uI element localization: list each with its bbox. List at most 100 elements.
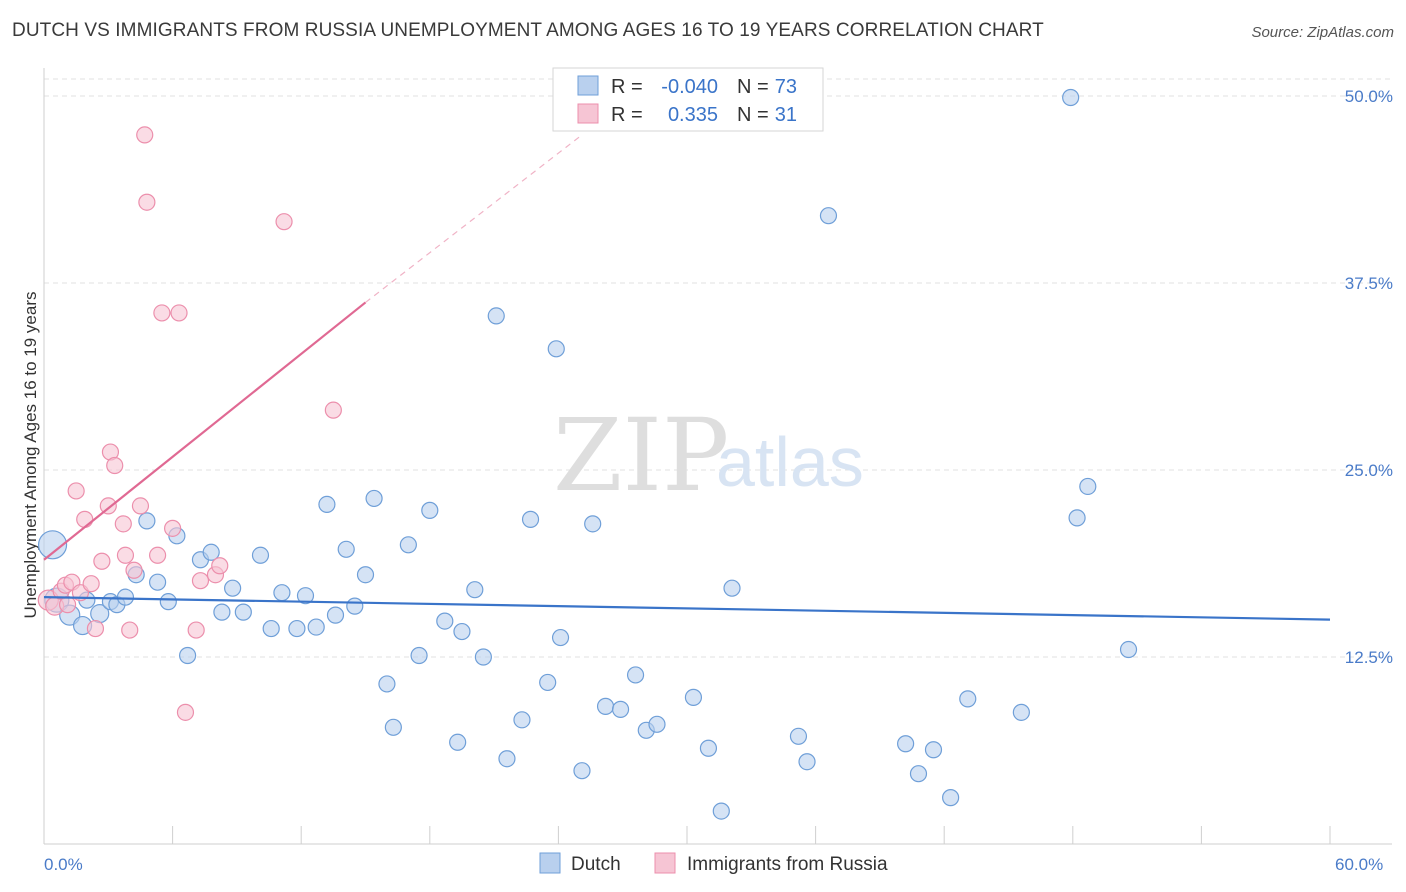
russia-point-20 — [138, 193, 156, 211]
y-tick-label-1: 25.0% — [1345, 461, 1393, 480]
dutch-point-11 — [148, 573, 167, 591]
russia-point-15 — [116, 546, 135, 564]
russia-point-7 — [76, 510, 94, 528]
russia-point-22 — [153, 304, 171, 322]
watermark-atlas: atlas — [716, 423, 864, 501]
dutch-point-67 — [959, 690, 977, 708]
watermark-zip: ZIP — [553, 397, 729, 514]
x-tick-min: 0.0% — [44, 855, 83, 874]
dutch-point-66 — [942, 789, 960, 807]
dutch-point-60 — [789, 727, 808, 745]
dutch-point-55 — [648, 715, 666, 733]
russia-point-24 — [170, 304, 188, 322]
dutch-point-12 — [159, 593, 177, 611]
bottom-legend-swatch-russia — [654, 852, 676, 874]
russia-point-16 — [121, 621, 139, 639]
russia-trend-line — [43, 301, 367, 561]
source-attribution: Source: ZipAtlas.com — [1251, 24, 1394, 41]
dutch-point-40 — [466, 581, 484, 599]
dutch-point-32 — [378, 675, 396, 693]
russia-point-19 — [136, 126, 154, 144]
dutch-point-29 — [346, 597, 364, 615]
dutch-point-19 — [234, 603, 252, 621]
dutch-point-23 — [288, 619, 306, 638]
dutch-point-71 — [1079, 477, 1097, 496]
y-axis-label: Unemployment Among Ages 16 to 19 years — [21, 292, 40, 619]
dutch-point-30 — [356, 566, 375, 584]
russia-point-31 — [324, 401, 342, 419]
dutch-point-36 — [421, 501, 439, 519]
dutch-point-24 — [296, 587, 315, 605]
dutch-point-56 — [684, 688, 703, 706]
x-tick-labels: 0.0% 60.0% — [44, 855, 1383, 874]
watermark: ZIP atlas — [553, 397, 864, 514]
dutch-point-64 — [909, 765, 928, 783]
dutch-point-8 — [116, 588, 135, 606]
dutch-point-68 — [1012, 703, 1030, 721]
russia-point-9 — [86, 619, 105, 638]
dutch-point-44 — [513, 711, 531, 729]
russia-point-30 — [275, 213, 293, 231]
dutch-point-31 — [365, 489, 383, 508]
russia-point-18 — [131, 497, 150, 515]
russia-point-13 — [106, 456, 124, 475]
dutch-point-0 — [37, 530, 68, 560]
russia-point-27 — [191, 572, 210, 590]
dutch-point-49 — [573, 762, 591, 780]
dutch-point-21 — [262, 619, 280, 638]
bottom-legend-russia: Immigrants from Russia — [687, 854, 888, 875]
russia-point-8 — [82, 575, 100, 593]
russia-point-17 — [125, 561, 143, 579]
dutch-point-52 — [611, 700, 630, 718]
dutch-point-48 — [551, 628, 570, 647]
dutch-point-61 — [798, 753, 816, 771]
dutch-trend-line — [43, 596, 1331, 621]
x-tick-max: 60.0% — [1335, 855, 1383, 874]
bottom-legend-dutch: Dutch — [571, 854, 621, 875]
legend-swatch-dutch — [577, 75, 599, 96]
russia-point-4 — [58, 596, 77, 614]
legend-n-value-0: 73 — [775, 76, 797, 98]
dutch-point-33 — [384, 718, 402, 736]
gridlines — [44, 78, 1392, 658]
dutch-point-47 — [547, 340, 565, 358]
dutch-point-70 — [1068, 509, 1086, 527]
dutch-point-25 — [307, 618, 325, 636]
chart-title: DUTCH VS IMMIGRANTS FROM RUSSIA UNEMPLOY… — [12, 20, 1044, 41]
y-tick-label-3: 50.0% — [1345, 87, 1393, 106]
russia-trend-extension — [365, 134, 583, 303]
correlation-legend: R = -0.040 N = 73 R = 0.335 N = 31 — [552, 67, 824, 132]
y-tick-label-0: 12.5% — [1345, 648, 1393, 667]
dutch-point-51 — [596, 697, 615, 715]
russia-point-32 — [67, 482, 85, 500]
russia-point-14 — [114, 515, 132, 533]
dutch-point-28 — [337, 540, 355, 558]
dutch-point-37 — [436, 612, 454, 630]
dutch-point-18 — [224, 579, 242, 597]
russia-point-10 — [93, 552, 111, 570]
legend-r-value-0: -0.040 — [661, 76, 718, 98]
legend-r-label-1: R = — [611, 104, 643, 126]
dutch-point-20 — [251, 546, 270, 564]
dutch-point-45 — [521, 510, 540, 528]
russia-point-21 — [148, 546, 167, 564]
legend-r-label-0: R = — [611, 76, 643, 98]
dutch-point-63 — [897, 735, 915, 753]
dutch-point-39 — [453, 622, 471, 641]
legend-r-value-1: 0.335 — [668, 104, 718, 126]
dutch-point-59 — [723, 579, 741, 597]
dutch-point-27 — [326, 606, 345, 624]
dutch-point-69 — [1062, 88, 1080, 107]
dutch-point-34 — [399, 536, 417, 554]
dutch-point-50 — [584, 515, 602, 533]
legend-n-label-0: N = — [737, 76, 769, 98]
dutch-point-42 — [487, 307, 505, 325]
dutch-point-26 — [318, 495, 336, 514]
dutch-point-58 — [712, 802, 730, 820]
dutch-point-46 — [539, 673, 557, 692]
dutch-point-57 — [699, 739, 718, 757]
series-legend: Dutch Immigrants from Russia — [539, 852, 888, 875]
russia-point-26 — [187, 621, 205, 639]
dutch-point-53 — [626, 666, 645, 684]
